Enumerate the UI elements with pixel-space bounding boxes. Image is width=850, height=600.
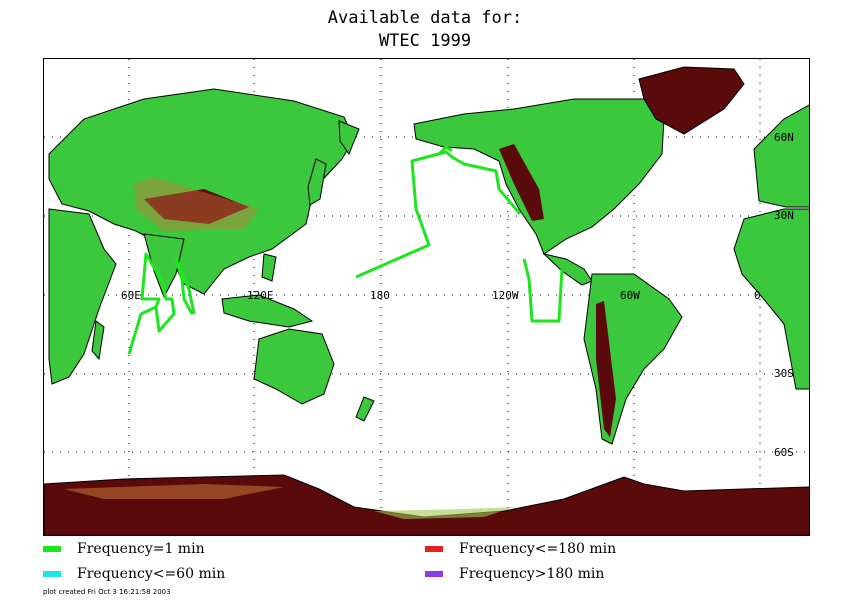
lon-label-60e: 60E xyxy=(121,289,141,302)
landmass-new-zealand xyxy=(355,396,375,422)
map-title-line1: Available data for: xyxy=(327,8,523,28)
data-tracks xyxy=(127,145,564,355)
legend-label: Frequency>180 min xyxy=(459,566,605,582)
track-bay-of-bengal xyxy=(174,257,196,315)
landmass-africa xyxy=(48,208,117,385)
lat-label-30n: 30N xyxy=(774,209,794,222)
highland-himalaya xyxy=(144,189,249,224)
legend-label: Frequency<=60 min xyxy=(77,566,226,582)
legend-item-1min: Frequency=1 min xyxy=(43,541,205,557)
legend-item-180min: Frequency<=180 min xyxy=(425,541,616,557)
landmass-africa-west xyxy=(733,208,809,390)
landmass-europe-west xyxy=(753,104,809,208)
landmass-central-america xyxy=(542,253,593,286)
map-title-line2: WTEC 1999 xyxy=(378,31,472,51)
map-canvas xyxy=(44,59,809,535)
landmass-north-america xyxy=(413,98,665,255)
legend-item-60min: Frequency<=60 min xyxy=(43,566,225,582)
legend-swatch-red xyxy=(425,546,443,552)
legend-swatch-purple xyxy=(425,571,443,577)
highland-antarctica-west xyxy=(374,507,514,519)
lon-label-60w: 60W xyxy=(620,289,640,302)
landmass-australia xyxy=(253,328,335,405)
landmass-antarctica xyxy=(44,474,809,535)
legend-swatch-green xyxy=(43,546,61,552)
landmass-kamchatka xyxy=(338,120,360,156)
track-east-pacific xyxy=(522,258,564,323)
legend-swatch-cyan xyxy=(43,571,61,577)
legend-label: Frequency<=180 min xyxy=(459,541,617,557)
highland-antarctica xyxy=(64,484,284,499)
lon-label-0: 0 xyxy=(754,289,761,302)
lon-label-120e: 120E xyxy=(247,289,274,302)
track-arabian-sea xyxy=(127,252,176,355)
plot-created-footer: plot created Fri Oct 3 16:21:58 2003 xyxy=(43,588,171,596)
world-map: 60E 120E 180 120W 60W 0 60N 30N 30S 60S xyxy=(43,58,810,536)
lon-label-180: 180 xyxy=(370,289,390,302)
landmass-greenland xyxy=(638,66,745,135)
track-alaska-loop xyxy=(437,145,453,156)
landmass-japan xyxy=(307,158,327,206)
landmass-indonesia xyxy=(221,294,314,328)
highland-andes xyxy=(596,301,616,437)
lat-label-60s: 60S xyxy=(774,446,794,459)
lat-label-30s: 30S xyxy=(774,367,794,380)
landmass-philippines xyxy=(261,253,277,282)
highland-asia-ring xyxy=(134,177,259,231)
highland-rockies xyxy=(499,144,544,221)
lat-label-60n: 60N xyxy=(774,131,794,144)
legend-item-gt180min: Frequency>180 min xyxy=(425,566,604,582)
lon-label-120w: 120W xyxy=(492,289,519,302)
legend-label: Frequency=1 min xyxy=(77,541,205,557)
landmass-madagascar xyxy=(91,320,105,361)
track-north-pacific xyxy=(355,150,522,279)
